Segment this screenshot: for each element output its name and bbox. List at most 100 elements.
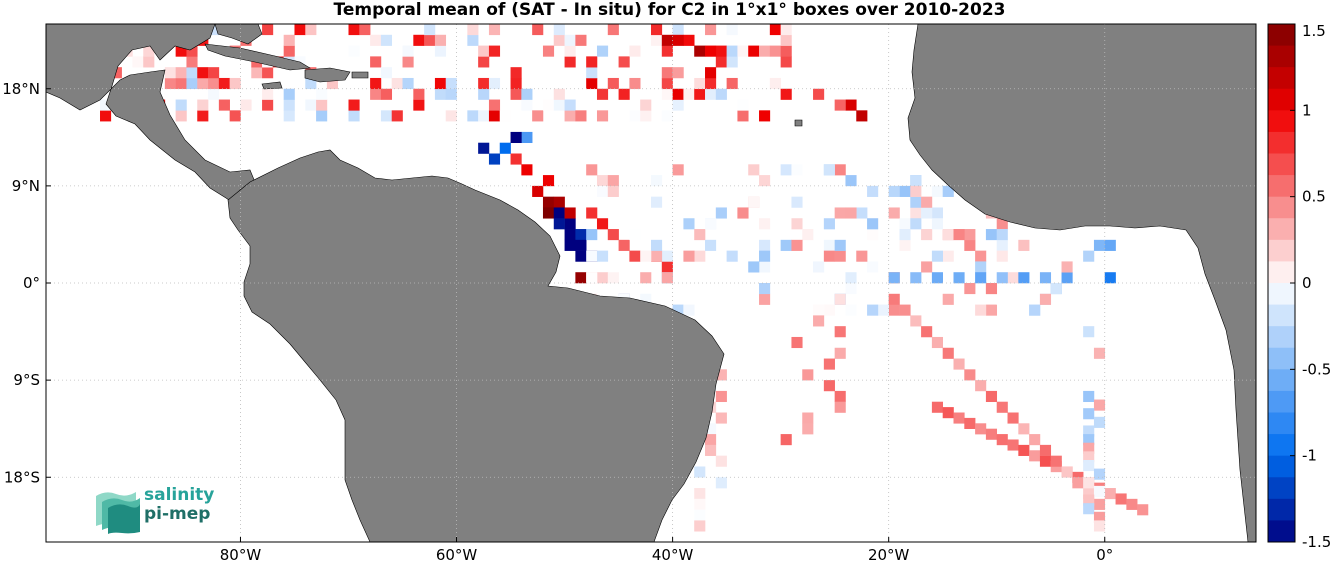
- data-cell: [661, 45, 673, 57]
- data-cell: [705, 239, 717, 251]
- data-cell: [575, 229, 587, 241]
- data-cell: [283, 110, 295, 122]
- data-cell: [478, 142, 490, 154]
- data-cell: [1126, 498, 1138, 510]
- data-cell: [305, 99, 317, 111]
- data-cell: [1083, 250, 1095, 262]
- data-cell: [975, 304, 987, 316]
- data-cell: [975, 380, 987, 392]
- data-cell: [575, 239, 587, 251]
- data-cell: [1093, 511, 1106, 523]
- data-cell: [488, 110, 501, 122]
- data-cell: [683, 218, 695, 230]
- data-cell: [748, 45, 760, 57]
- data-cell: [867, 304, 879, 316]
- data-cell: [424, 24, 436, 36]
- data-cell: [996, 293, 1008, 305]
- colorbar-segment: [1268, 369, 1295, 392]
- land-cuba: [204, 43, 311, 71]
- data-cell: [834, 99, 846, 111]
- data-cell: [596, 88, 609, 100]
- data-cell: [413, 88, 425, 100]
- data-cell: [802, 229, 814, 241]
- data-cell: [715, 412, 727, 424]
- data-cell: [651, 34, 663, 46]
- data-cell: [575, 110, 587, 122]
- data-cell: [1104, 488, 1116, 500]
- colorbar-segment: [1268, 498, 1295, 521]
- data-cell: [510, 77, 522, 90]
- data-cell: [553, 196, 565, 208]
- data-cell: [186, 77, 198, 90]
- data-cell: [780, 239, 792, 251]
- data-cell: [143, 56, 155, 68]
- data-cell: [402, 56, 414, 68]
- data-cell: [921, 196, 933, 208]
- data-cell: [834, 250, 846, 262]
- data-cell: [1083, 408, 1095, 420]
- data-cell: [596, 110, 609, 122]
- data-cell: [931, 185, 943, 197]
- colorbar-segment: [1268, 67, 1295, 90]
- data-cell: [791, 196, 803, 208]
- data-cell: [651, 196, 663, 208]
- data-cell: [488, 45, 501, 57]
- data-cell: [607, 175, 619, 187]
- data-cell: [1007, 439, 1019, 451]
- data-cell: [910, 185, 922, 197]
- data-cell: [164, 77, 176, 90]
- data-cell: [996, 401, 1008, 413]
- data-cell: [542, 196, 555, 208]
- data-cell: [1061, 261, 1073, 273]
- data-cell: [705, 77, 717, 90]
- data-cell: [867, 229, 879, 241]
- data-cell: [218, 99, 230, 111]
- data-cell: [305, 77, 317, 90]
- data-cell: [1083, 503, 1095, 515]
- data-cell: [672, 164, 684, 176]
- data-cell: [607, 272, 619, 284]
- data-cell: [391, 77, 403, 90]
- data-cell: [694, 498, 706, 510]
- land-south-america: [227, 149, 725, 543]
- data-cell: [532, 185, 544, 197]
- data-cell: [726, 45, 738, 57]
- data-cell: [229, 77, 241, 90]
- data-cell: [445, 110, 457, 122]
- colorbar-tick-label: -1.5: [1302, 533, 1331, 551]
- data-cell: [629, 77, 641, 90]
- data-cell: [694, 466, 706, 478]
- data-cell: [434, 77, 447, 90]
- data-cell: [715, 455, 727, 467]
- data-cell: [553, 24, 565, 36]
- data-cell: [651, 239, 663, 251]
- data-cell: [759, 293, 771, 305]
- data-cell: [564, 207, 576, 219]
- data-cell: [359, 24, 371, 36]
- data-cell: [586, 250, 598, 262]
- data-cell: [931, 207, 943, 219]
- data-cell: [780, 434, 792, 446]
- data-cell: [942, 293, 954, 305]
- colorbar-segment: [1268, 218, 1295, 241]
- data-cell: [834, 164, 846, 176]
- data-cell: [910, 272, 922, 284]
- data-cell: [1083, 488, 1095, 500]
- data-cell: [564, 34, 576, 46]
- data-cell: [1093, 468, 1106, 480]
- data-cell: [813, 261, 825, 273]
- colorbar-segment: [1268, 175, 1295, 198]
- data-cell: [975, 261, 987, 273]
- data-cell: [564, 239, 576, 251]
- data-cell: [575, 272, 587, 284]
- data-cell: [996, 218, 1008, 230]
- data-cell: [1061, 272, 1073, 284]
- data-cell: [910, 175, 922, 187]
- colorbar-segment: [1268, 520, 1295, 543]
- data-cell: [100, 110, 112, 122]
- data-cell: [715, 477, 727, 489]
- data-cell: [953, 358, 965, 370]
- data-cell: [953, 272, 965, 284]
- data-cell: [305, 24, 317, 36]
- data-cell: [996, 272, 1008, 284]
